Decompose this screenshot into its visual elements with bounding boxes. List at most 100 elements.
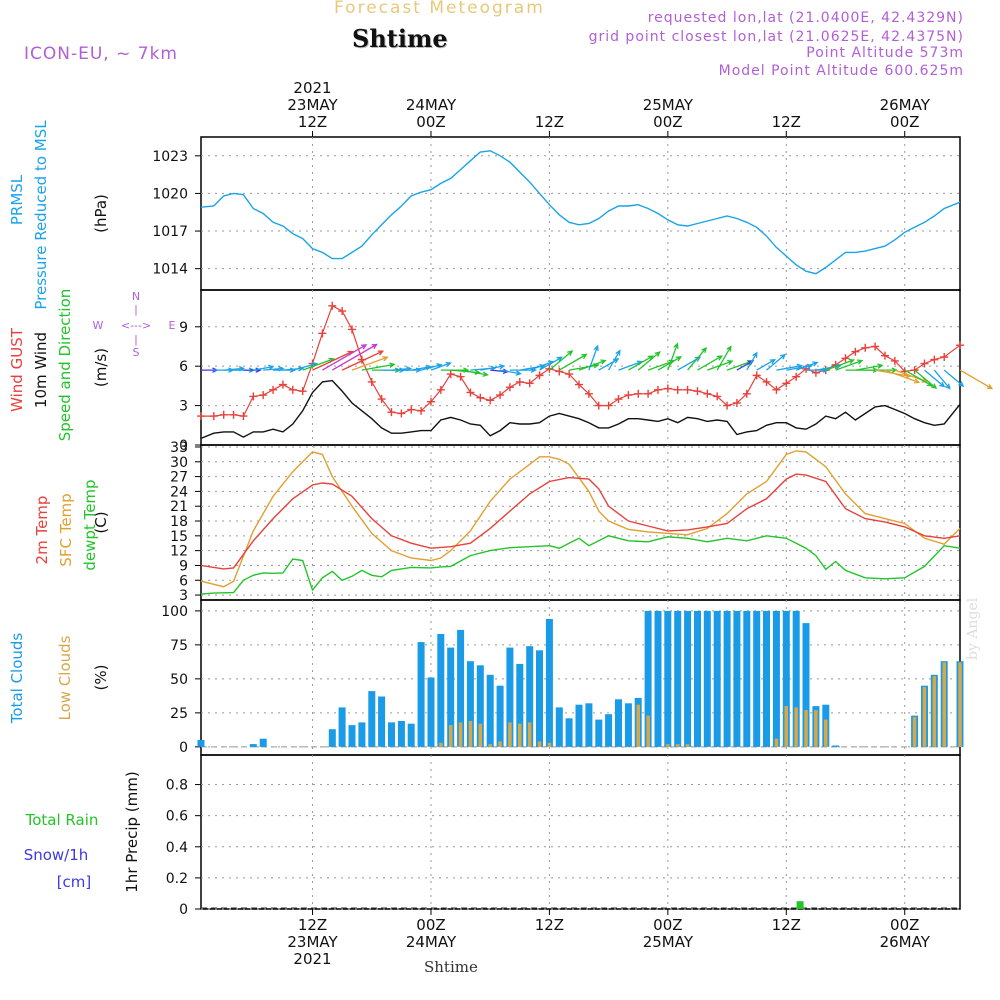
- wind-direction-arrow: [697, 355, 723, 371]
- low-cloud-bar: [527, 722, 532, 747]
- wind-direction-arrow: [943, 369, 965, 388]
- wind-gust-marker: [663, 384, 672, 393]
- wind-gust-marker: [278, 380, 287, 389]
- chart-title: Shtime: [352, 24, 448, 53]
- total-cloud-bar: [733, 610, 741, 747]
- cloud-side-label-low: Low Clouds: [56, 635, 74, 720]
- total-cloud-bar: [664, 610, 672, 747]
- wind-gust-marker: [584, 389, 593, 398]
- total-cloud-bar: [753, 610, 761, 747]
- rain-bar: [796, 901, 804, 909]
- precip-y-tick-label: 0.4: [166, 840, 188, 856]
- compass-letter-w: W: [93, 319, 104, 332]
- requested-location: requested lon,lat (21.0400E, 42.4329N): [647, 10, 964, 26]
- precip-side-label-unit: [cm]: [57, 873, 92, 891]
- temperature-unit-label: (C): [92, 511, 110, 533]
- total-cloud-bar: [338, 707, 346, 747]
- total-cloud-bar: [536, 650, 543, 747]
- precip-side-label-snow: Snow/1h: [24, 846, 89, 864]
- wind-gust-marker: [505, 383, 514, 392]
- clouds-y-tick-label: 25: [170, 706, 188, 722]
- wind-gust-marker: [644, 389, 653, 398]
- wind-direction-arrow: [608, 349, 621, 371]
- wind-gust-marker: [880, 351, 889, 360]
- compass-letter-s: S: [133, 346, 140, 359]
- compass-letter-n: N: [132, 290, 140, 303]
- total-cloud-bar: [713, 610, 721, 747]
- top-time-tick-label: 00Z: [653, 113, 682, 131]
- total-cloud-bar: [624, 703, 632, 747]
- wind-direction-arrow: [914, 369, 938, 390]
- wind-direction-arrow: [361, 362, 396, 371]
- wind-gust-marker: [653, 385, 662, 394]
- wind-direction-arrow: [351, 356, 389, 371]
- temp-side-label-2m: 2m Temp: [33, 496, 51, 565]
- wind-direction-arrow: [825, 358, 856, 371]
- total-cloud-bar: [723, 610, 731, 747]
- temperature-y-tick-label: 18: [170, 514, 188, 530]
- bottom-time-tick-label: 24MAY: [406, 933, 457, 951]
- wind-gust-marker: [693, 387, 702, 396]
- wind-gust-marker: [197, 412, 205, 421]
- low-cloud-bar: [468, 721, 473, 747]
- pressure-side-label-prmsl: PRMSL: [8, 174, 26, 225]
- total-cloud-bar: [417, 642, 425, 747]
- wind-gust-marker: [209, 412, 218, 421]
- wind-gust-marker: [426, 397, 435, 406]
- wind-direction-arrow: [933, 369, 951, 390]
- clouds-y-tick-label: 0: [179, 740, 188, 756]
- wind-direction-arrow: [855, 363, 884, 371]
- bottom-time-tick-label: 12Z: [535, 916, 564, 934]
- wind-gust-marker: [298, 387, 307, 396]
- low-cloud-bar: [676, 744, 680, 747]
- low-cloud-bar: [784, 706, 788, 747]
- wind-gust-marker: [348, 325, 357, 334]
- wind-direction-arrow: [539, 356, 563, 371]
- total-cloud-bar: [743, 610, 751, 747]
- pressure-y-tick-label: 1014: [152, 262, 188, 278]
- wind-side-label-direction: Speed and Direction: [56, 289, 74, 442]
- top-time-tick-label: 2021: [293, 79, 331, 97]
- low-cloud-bar: [547, 742, 552, 747]
- wind-gust-marker: [861, 343, 870, 352]
- wind-side-label-10m: 10m Wind: [32, 332, 50, 408]
- total-cloud-bar: [378, 696, 386, 747]
- total-cloud-bar: [358, 722, 366, 747]
- temperature-y-tick-label: 21: [170, 499, 188, 515]
- total-cloud-bar: [197, 740, 205, 747]
- wind-gust-marker: [604, 401, 613, 410]
- wind-gust-marker: [732, 398, 741, 407]
- wind-y-tick-label: 6: [179, 359, 188, 375]
- wind-gust-marker: [782, 379, 791, 388]
- pressure-y-tick-label: 1023: [152, 149, 188, 165]
- total-cloud-bar: [397, 721, 405, 747]
- total-cloud-bar: [674, 610, 682, 747]
- low-cloud-bar: [439, 742, 443, 747]
- low-cloud-bar: [449, 725, 453, 747]
- precip-y-tick-label: 0.8: [166, 778, 188, 794]
- bottom-time-tick-label: 25MAY: [643, 933, 694, 951]
- wind-gust-marker: [535, 371, 544, 380]
- wind-y-tick-label: 0: [179, 438, 188, 454]
- pressure-side-label-msl: Pressure Reduced to MSL: [32, 120, 50, 310]
- low-cloud-bar: [518, 723, 522, 747]
- wind-gust-marker: [634, 389, 643, 398]
- grid-point-location: grid point closest lon,lat (21.0625E, 42…: [588, 29, 964, 45]
- wind-gust-marker: [456, 372, 465, 381]
- wind-direction-arrow: [480, 363, 506, 371]
- wind-gust-marker: [594, 401, 603, 410]
- wind-gust-marker: [930, 355, 939, 364]
- total-cloud-bar: [526, 646, 534, 747]
- low-cloud-bar: [537, 741, 542, 747]
- wind-gust-marker: [436, 385, 445, 394]
- bottom-time-tick-label: 12Z: [772, 916, 801, 934]
- total-cloud-bar: [447, 647, 455, 747]
- wind-gust-marker: [387, 408, 396, 417]
- temp-side-label-sfc: SFC Temp: [57, 493, 75, 566]
- wind-gust-marker: [446, 370, 455, 379]
- wind-gust-marker: [742, 389, 751, 398]
- wind-gust-marker: [673, 385, 682, 394]
- total-cloud-bar: [259, 738, 267, 747]
- compass-stem-north: |: [134, 303, 138, 316]
- total-cloud-bar: [694, 610, 701, 747]
